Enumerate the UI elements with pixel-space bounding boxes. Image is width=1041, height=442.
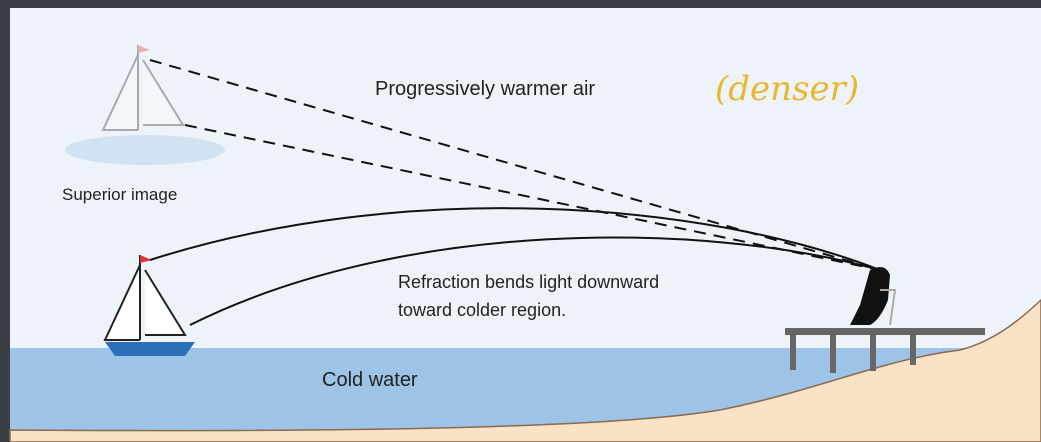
observer [850, 266, 897, 326]
pier [785, 328, 985, 373]
water-label: Cold water [322, 369, 418, 391]
superior-label: Superior image [62, 185, 177, 204]
refraction-label: Refraction bends light downward [398, 272, 659, 292]
refraction-label: toward colder region. [398, 300, 566, 320]
air-label: Progressively warmer air [375, 78, 595, 100]
real-boat [103, 255, 195, 356]
handwritten-note: (denser) [715, 69, 859, 109]
shore [9, 298, 1041, 442]
superior-boat [65, 45, 225, 165]
rays [149, 59, 881, 326]
